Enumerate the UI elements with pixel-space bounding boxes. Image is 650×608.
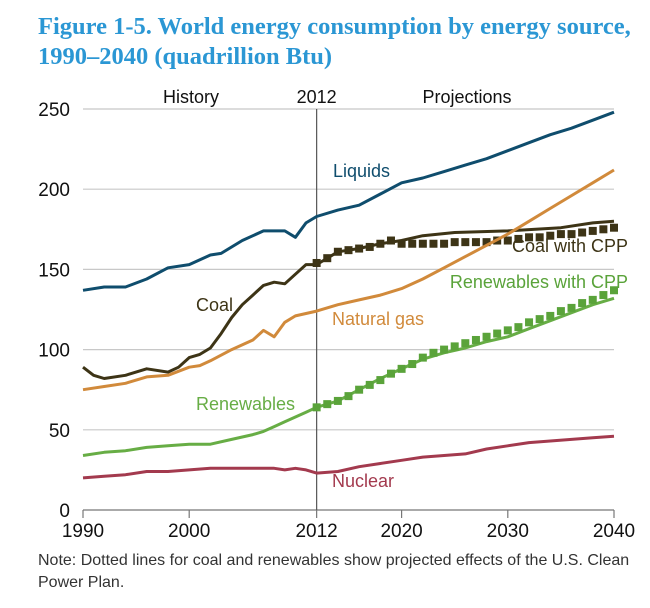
series-marker-renewables-with-cpp	[556, 307, 565, 316]
series-marker-renewables-with-cpp	[610, 286, 618, 295]
x-tick-label: 2000	[168, 521, 210, 542]
y-tick-label: 100	[38, 341, 70, 362]
x-tick-label: 2012	[295, 521, 337, 542]
series-marker-renewables-with-cpp	[567, 303, 576, 312]
series-marker-renewables-with-cpp	[525, 318, 534, 327]
series-marker-renewables-with-cpp	[514, 323, 523, 332]
header-divider-year: 2012	[297, 87, 337, 107]
series-marker-renewables-with-cpp	[450, 342, 459, 351]
x-tick-label: 1990	[62, 521, 104, 542]
series-marker-coal-with-cpp	[429, 239, 438, 248]
series-marker-coal-with-cpp	[461, 238, 470, 247]
series-marker-coal-with-cpp	[344, 246, 353, 255]
series-marker-renewables-with-cpp	[599, 291, 608, 300]
series-marker-renewables-with-cpp	[355, 385, 364, 394]
series-marker-coal-with-cpp	[386, 236, 395, 245]
series-marker-coal-with-cpp	[482, 238, 491, 247]
y-tick-label: 150	[38, 260, 70, 281]
x-tick-label: 2030	[487, 521, 529, 542]
series-marker-renewables-with-cpp	[578, 299, 587, 308]
series-marker-renewables-with-cpp	[535, 315, 544, 324]
series-marker-coal-with-cpp	[440, 239, 449, 248]
series-marker-coal-with-cpp	[514, 234, 523, 243]
y-tick-label: 50	[49, 421, 70, 442]
series-marker-renewables-with-cpp	[333, 396, 342, 405]
series-marker-renewables-with-cpp	[344, 392, 353, 401]
series-marker-renewables-with-cpp	[546, 311, 555, 320]
series-marker-coal-with-cpp	[323, 254, 332, 263]
series-marker-coal-with-cpp	[450, 238, 459, 247]
series-marker-coal-with-cpp	[418, 239, 427, 248]
x-tick-label: 2020	[380, 521, 422, 542]
series-marker-renewables-with-cpp	[503, 326, 512, 335]
series-marker-coal-with-cpp	[503, 236, 512, 245]
series-marker-coal-with-cpp	[333, 247, 342, 256]
series-marker-renewables-with-cpp	[493, 329, 502, 338]
header-projections: Projections	[422, 87, 511, 107]
series-marker-coal-with-cpp	[535, 233, 544, 242]
series-marker-renewables-with-cpp	[408, 360, 417, 369]
series-marker-coal-with-cpp	[599, 225, 608, 234]
series-marker-renewables-with-cpp	[471, 335, 480, 344]
x-tick-label: 2040	[593, 521, 635, 542]
series-marker-coal-with-cpp	[546, 231, 555, 240]
y-tick-label: 200	[38, 180, 70, 201]
series-line-liquids	[82, 110, 615, 292]
series-marker-coal-with-cpp	[376, 239, 385, 248]
series-label-nuclear: Nuclear	[332, 471, 394, 491]
series-marker-renewables-with-cpp	[418, 353, 427, 362]
series-marker-coal-with-cpp	[610, 223, 618, 232]
series-marker-renewables-with-cpp	[376, 376, 385, 385]
series-label-renewables-with-cpp: Renewables with CPP	[450, 272, 628, 292]
series-line-natural-gas	[82, 168, 615, 392]
series-label-renewables: Renewables	[196, 394, 295, 414]
chart-note: Note: Dotted lines for coal and renewabl…	[38, 552, 630, 591]
series-marker-renewables-with-cpp	[461, 339, 470, 348]
series-marker-renewables-with-cpp	[397, 364, 406, 373]
series-marker-coal-with-cpp	[408, 239, 417, 248]
series-marker-renewables-with-cpp	[386, 369, 395, 378]
chart-title: Figure 1-5. World energy consumption by …	[38, 13, 631, 70]
series-marker-coal-with-cpp	[471, 238, 480, 247]
series-marker-renewables-with-cpp	[588, 295, 597, 304]
series-marker-renewables-with-cpp	[323, 400, 332, 409]
series-marker-coal-with-cpp	[312, 258, 321, 267]
series-label-liquids: Liquids	[333, 161, 390, 181]
series-marker-renewables-with-cpp	[429, 348, 438, 357]
series-marker-renewables-with-cpp	[312, 403, 321, 412]
series-label-natural-gas: Natural gas	[332, 309, 424, 329]
series-label-coal: Coal	[196, 295, 233, 315]
series-marker-coal-with-cpp	[525, 233, 534, 242]
series-marker-coal-with-cpp	[365, 242, 374, 251]
series-marker-renewables-with-cpp	[440, 345, 449, 354]
series-label-coal-with-cpp: Coal with CPP	[512, 236, 628, 256]
series-marker-coal-with-cpp	[556, 230, 565, 239]
header-history: History	[163, 87, 219, 107]
y-tick-label: 250	[38, 100, 70, 121]
series-marker-coal-with-cpp	[397, 239, 406, 248]
y-tick-label: 0	[59, 501, 70, 522]
series-marker-coal-with-cpp	[588, 226, 597, 235]
series-marker-renewables-with-cpp	[365, 380, 374, 389]
series-marker-coal-with-cpp	[355, 244, 364, 253]
series-marker-coal-with-cpp	[567, 230, 576, 239]
series-marker-renewables-with-cpp	[482, 332, 491, 341]
series-marker-coal-with-cpp	[578, 228, 587, 237]
series-line-nuclear	[82, 434, 615, 480]
series-line-coal	[82, 219, 615, 380]
